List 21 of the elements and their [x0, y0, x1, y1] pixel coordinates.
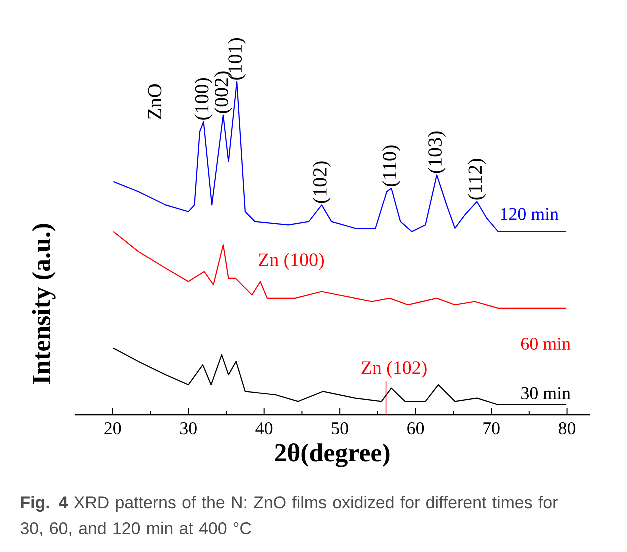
annotation: (100) — [194, 78, 213, 120]
series-label: 30 min — [522, 387, 571, 400]
text: Fig. 4 XRD patterns of the N: ZnO films oxidized for different times for 30, 60, and 120 min at 400 °C — [20, 496, 558, 537]
ref-line-label: Zn (102) — [362, 361, 427, 378]
annotation: (110) — [382, 146, 401, 186]
x-tick-label: 30 — [180, 422, 197, 435]
x-tick-label: 20 — [104, 422, 122, 435]
x-tick-label: 50 — [332, 422, 348, 435]
x-tick-label: 80 — [559, 422, 576, 435]
x-tick-label: 60 — [408, 422, 424, 435]
x-tick-label: 40 — [256, 422, 273, 435]
annotation: (112) — [468, 159, 486, 200]
annotation: (103) — [428, 132, 446, 174]
y-axis-title: Intensity (a.u.) — [32, 224, 56, 384]
annotation: Zn (100) — [258, 253, 324, 270]
series-label: 120 min — [501, 208, 559, 220]
x-tick-label: 70 — [484, 422, 500, 435]
series-label: 60 min — [521, 338, 571, 350]
annotation: (102) — [312, 162, 331, 204]
annotation: ZnO — [148, 84, 162, 120]
x-axis-title: 2θ(degree) — [275, 443, 390, 468]
